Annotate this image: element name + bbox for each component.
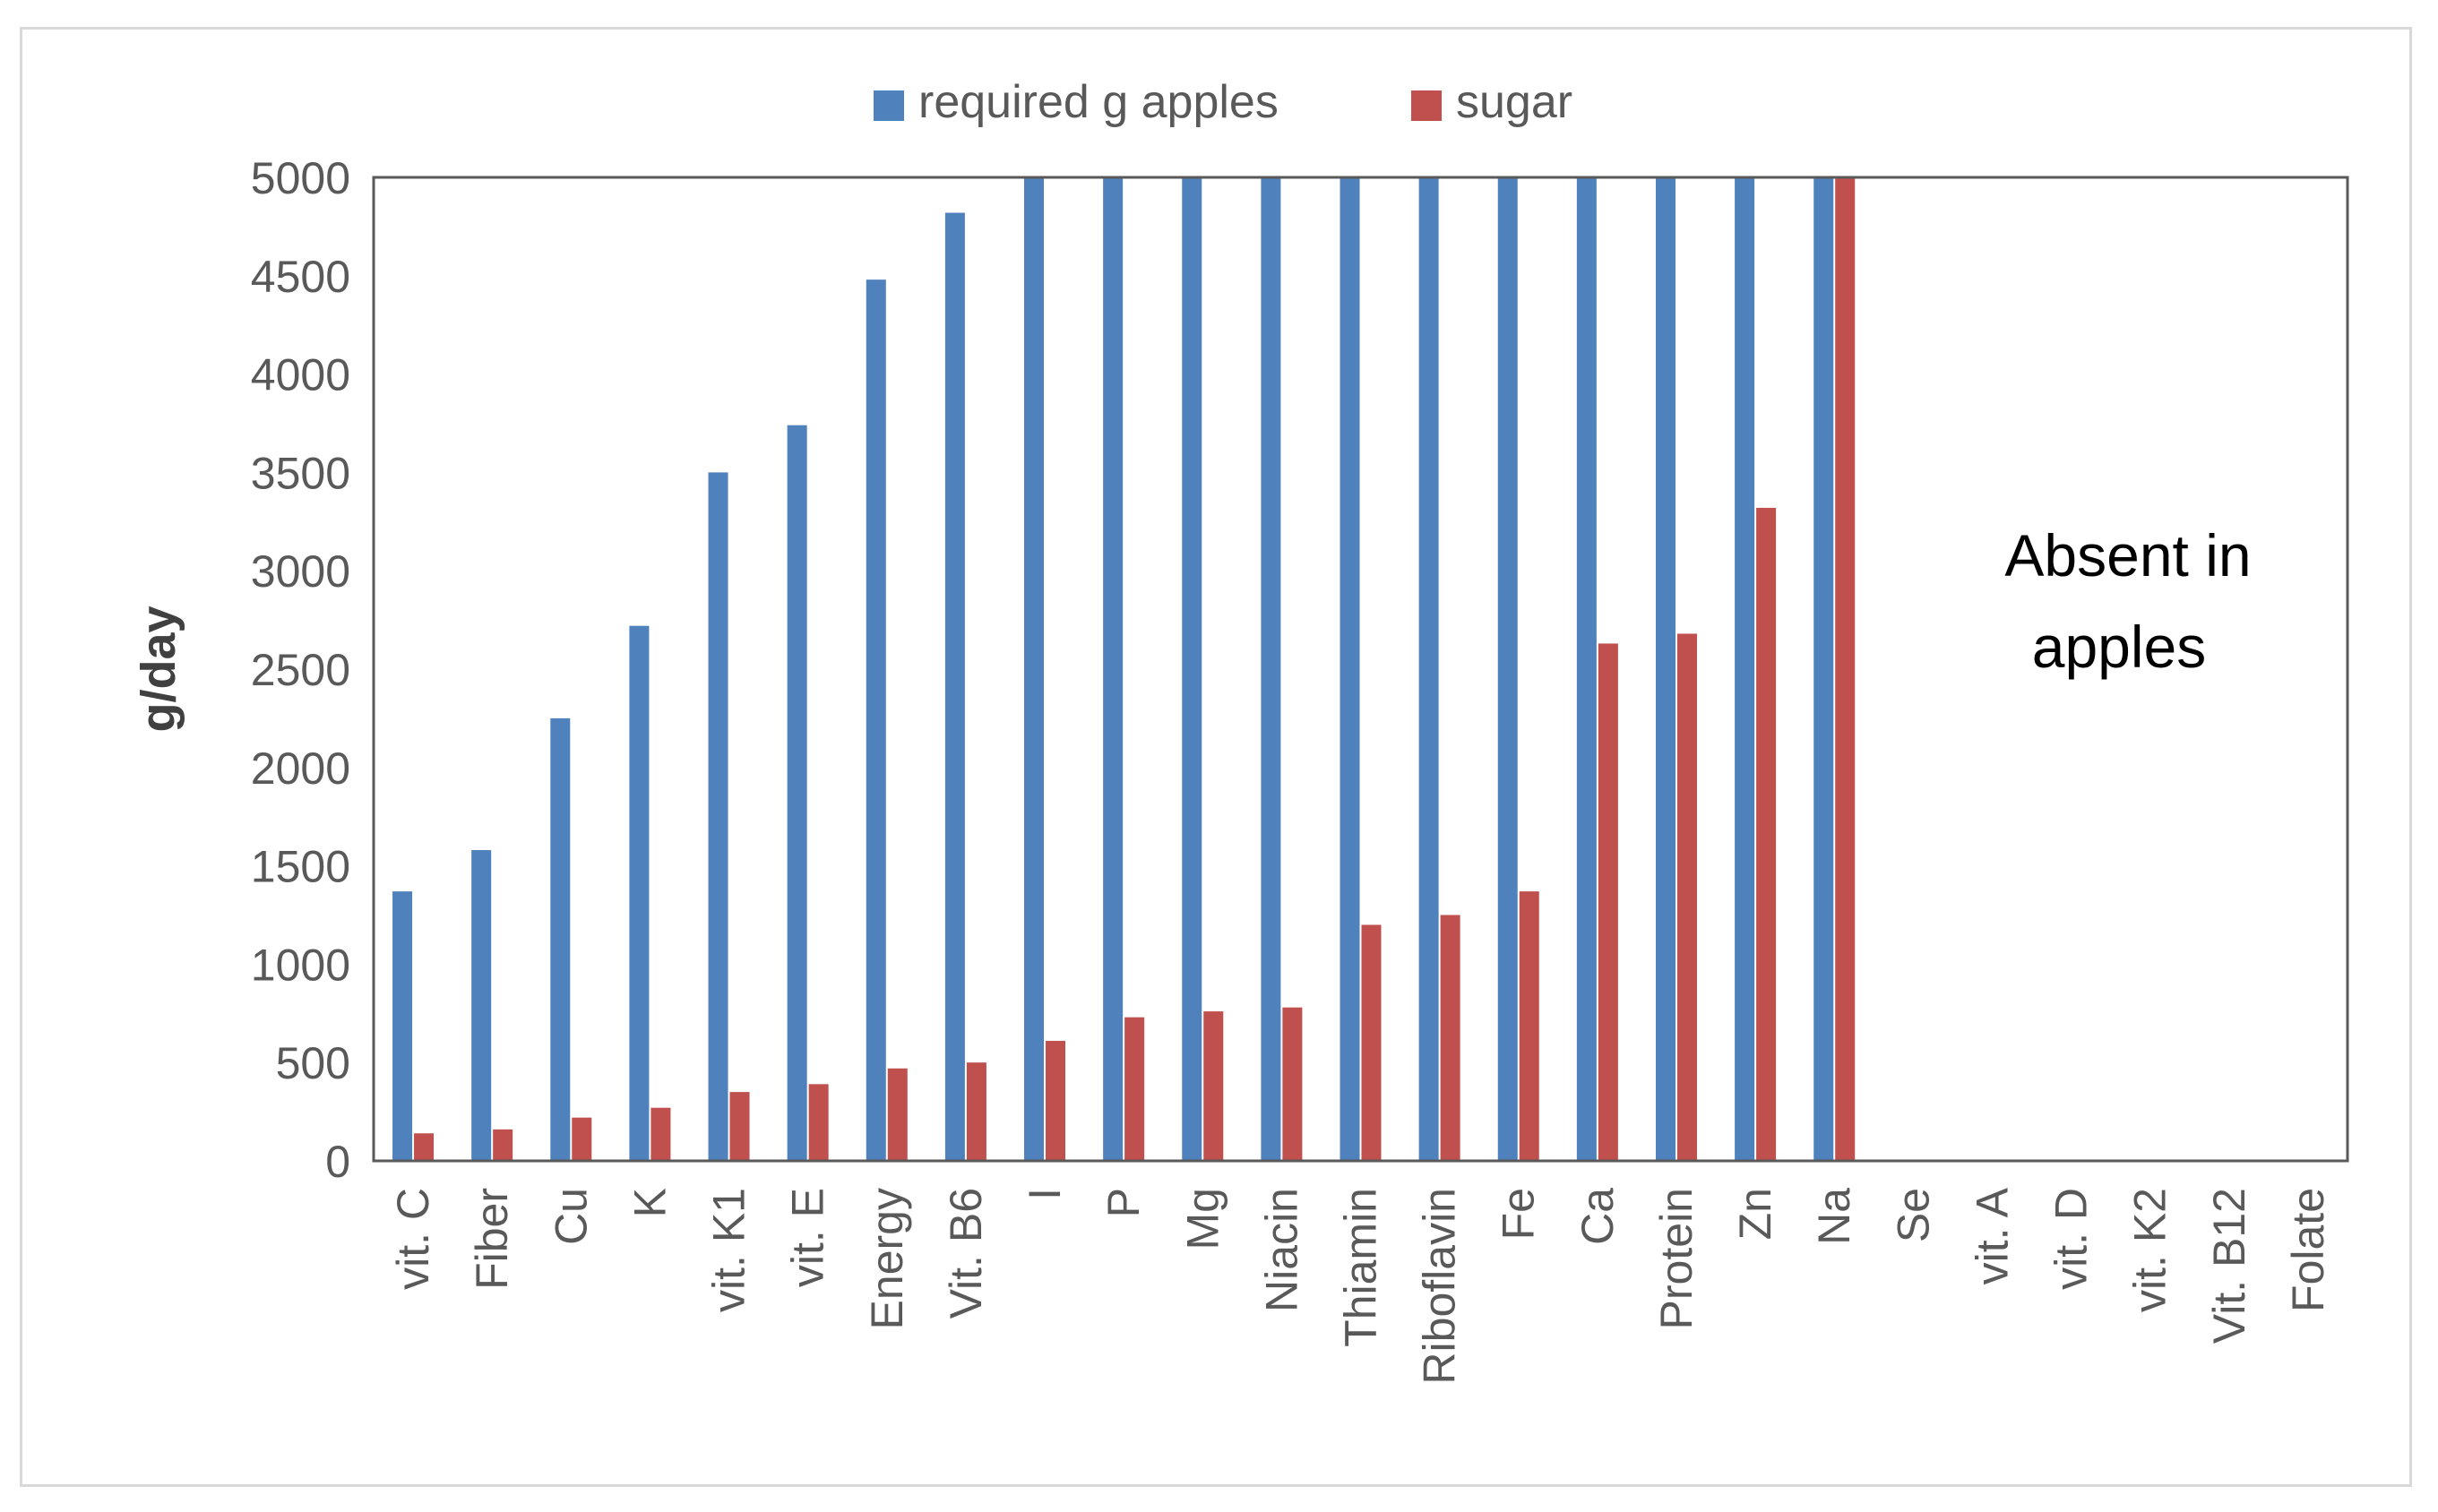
bar-required-g-apples-fiber [471,850,492,1161]
bar-required-g-apples-p [1103,177,1124,1161]
legend-label-required-g-apples: required g apples [918,76,1279,128]
x-tick-label: Thiamin [1336,1188,1386,1347]
y-tick-label: 500 [276,1038,350,1088]
y-tick-label: 5000 [251,153,350,203]
y-tick-label: 2500 [251,645,350,695]
bar-required-g-apples-k [629,625,650,1161]
legend-swatch-sugar [1411,90,1442,121]
x-tick-label: Mg [1177,1188,1228,1250]
bar-sugar-niacin [1282,1007,1303,1161]
bar-required-g-apples-niacin [1261,177,1281,1161]
bar-required-g-apples-thiamin [1340,177,1360,1161]
legend-label-sugar: sugar [1456,76,1572,128]
y-tick-label: 4500 [251,252,350,302]
bar-sugar-k [650,1107,671,1161]
bar-sugar-fiber [493,1129,513,1161]
bar-required-g-apples-protein [1655,177,1676,1161]
x-tick-label: Na [1809,1188,1859,1245]
bar-chart: required g apples sugar g/day 0 500 1000 15… [132,76,2349,1385]
x-tick-label: Vit. B12 [2204,1188,2254,1344]
y-tick-label: 3000 [251,546,350,597]
bar-sugar-na [1835,177,1856,1161]
legend: required g apples sugar [874,76,1572,128]
bar-required-g-apples-energy [866,279,886,1161]
x-tick-label: Protein [1651,1188,1701,1329]
x-tick-label: Niacin [1256,1188,1306,1312]
x-tick-label: Vit. B6 [941,1188,991,1319]
bar-required-g-apples-fe [1497,177,1518,1161]
x-tick-label: Zn [1730,1188,1780,1240]
x-tick-label: Fiber [467,1188,517,1290]
annotation-absent-in-apples: Absent in apples [2004,522,2251,680]
bar-sugar-fe [1519,891,1539,1161]
bar-required-g-apples-vit-b6 [944,212,965,1162]
bar-required-g-apples-mg [1182,177,1202,1161]
bar-required-g-apples-vit-c [392,891,413,1161]
x-tick-label: vit. K2 [2125,1188,2175,1312]
x-tick-label: vit. A [1967,1187,2017,1284]
x-tick-label: Se [1888,1188,1938,1242]
annotation-line-2: apples [2032,614,2207,680]
bar-sugar-cu [572,1117,592,1161]
legend-swatch-required-g-apples [874,90,904,121]
bar-required-g-apples-na [1813,177,1834,1161]
bar-sugar-vit-k1 [729,1092,750,1161]
x-tick-label: Fe [1494,1188,1544,1240]
bar-sugar-i [1046,1041,1066,1161]
y-tick-label: 4000 [251,350,350,400]
y-tick-label: 2000 [251,743,350,794]
y-axis-ticks: 0 500 1000 1500 2000 2500 3000 3500 4000 4500 5000 [251,153,350,1187]
bar-sugar-vit-c [414,1133,435,1161]
bar-sugar-p [1124,1017,1145,1161]
y-tick-label: 0 [325,1137,350,1187]
bar-sugar-vit-e [808,1084,829,1161]
chart-frame: required g apples sugar g/day 0 500 1000 15… [20,27,2412,1487]
x-tick-label: vit. E [783,1188,833,1287]
bar-sugar-thiamin [1361,924,1382,1161]
y-tick-label: 3500 [251,448,350,498]
x-tick-label: vit. C [388,1188,438,1290]
x-tick-label: Folate [2283,1188,2333,1312]
bar-required-g-apples-vit-e [787,425,807,1161]
x-tick-label: K [625,1188,675,1217]
bar-required-g-apples-i [1024,177,1045,1161]
bar-required-g-apples-ca [1576,177,1597,1161]
bar-required-g-apples-zn [1735,177,1755,1161]
annotation-line-1: Absent in [2004,522,2251,588]
bar-sugar-riboflavin [1440,915,1460,1161]
bar-required-g-apples-riboflavin [1418,177,1439,1161]
x-tick-label: vit. D [2046,1188,2097,1290]
bar-sugar-mg [1203,1011,1224,1161]
bar-sugar-ca [1598,643,1618,1161]
y-axis-label: g/day [132,606,185,732]
bar-sugar-energy [887,1068,908,1161]
y-tick-label: 1500 [251,842,350,892]
plot-area-border [372,176,2349,1163]
x-tick-label: vit. K1 [704,1188,754,1312]
bar-required-g-apples-vit-k1 [708,472,728,1161]
x-tick-label: P [1098,1188,1149,1217]
x-tick-label: Ca [1572,1188,1623,1245]
x-tick-label: I [1020,1188,1070,1200]
x-tick-label: Cu [546,1188,596,1245]
bars [392,177,1856,1162]
y-tick-label: 1000 [251,940,350,990]
x-tick-label: Energy [862,1188,912,1329]
bar-required-g-apples-cu [550,717,571,1161]
bar-sugar-protein [1676,633,1697,1161]
bar-sugar-zn [1756,507,1777,1161]
x-tick-label: Riboflavin [1415,1188,1465,1385]
bar-sugar-vit-b6 [966,1062,986,1161]
